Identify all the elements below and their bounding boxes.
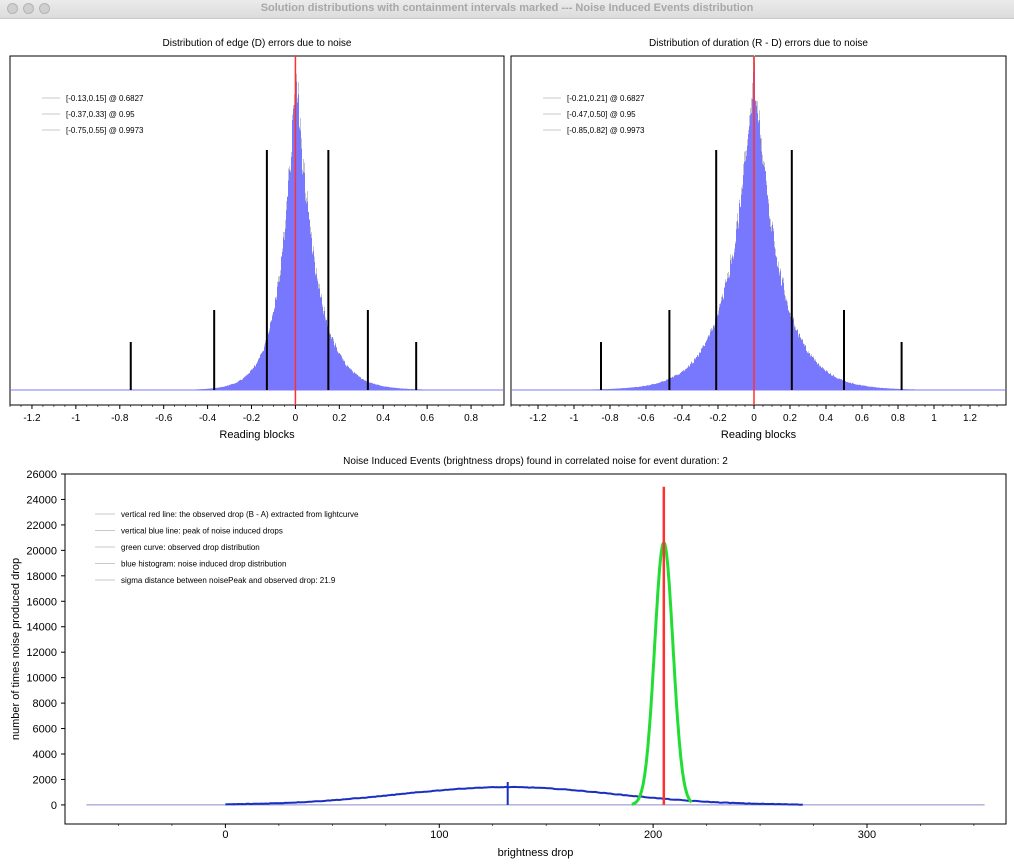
histogram-bars xyxy=(194,67,424,390)
legend-entry: [-0.37,0.33] @ 0.95 xyxy=(66,110,135,119)
x-tick-label: 100 xyxy=(430,829,448,841)
legend-entry: [-0.13,0.15] @ 0.6827 xyxy=(66,94,144,103)
chart-3: Noise Induced Events (brightness drops) … xyxy=(10,456,1007,859)
legend-entry: green curve: observed drop distribution xyxy=(121,543,260,552)
x-tick-label: 0.8 xyxy=(891,413,905,424)
x-tick-label: -0.2 xyxy=(243,413,261,424)
x-tick-label: 0.4 xyxy=(376,413,390,424)
observed-drop-curve xyxy=(631,540,693,806)
window-title: Solution distributions with containment … xyxy=(260,2,754,14)
x-tick-label: -0.4 xyxy=(199,413,217,424)
plot-frame xyxy=(9,55,505,406)
x-tick-label: -0.8 xyxy=(111,413,129,424)
x-tick-label: -1.2 xyxy=(529,413,547,424)
x-tick-label: -1 xyxy=(570,413,579,424)
legend-entry: [-0.47,0.50] @ 0.95 xyxy=(567,110,636,119)
x-tick-label: 0.6 xyxy=(420,413,434,424)
window-titlebar: Solution distributions with containment … xyxy=(0,0,1014,19)
legend-entry: [-0.75,0.55] @ 0.9973 xyxy=(66,126,144,135)
y-tick-label: 0 xyxy=(51,800,57,812)
x-tick-label: 1 xyxy=(931,413,937,424)
x-axis-label: brightness drop xyxy=(498,847,574,859)
y-tick-label: 14000 xyxy=(26,622,57,634)
y-tick-label: 12000 xyxy=(26,647,57,659)
x-tick-label: -0.4 xyxy=(673,413,691,424)
legend-entry: [-0.85,0.82] @ 0.9973 xyxy=(567,126,645,135)
y-tick-label: 10000 xyxy=(26,673,57,685)
legend-entry: vertical red line: the observed drop (B … xyxy=(121,510,359,519)
chart-title: Distribution of duration (R - D) errors … xyxy=(649,38,868,49)
x-axis-label: Reading blocks xyxy=(219,429,295,441)
x-tick-label: -0.6 xyxy=(637,413,655,424)
x-axis-label: Reading blocks xyxy=(721,429,797,441)
minimize-window-button[interactable] xyxy=(23,3,34,14)
x-tick-label: -0.8 xyxy=(601,413,619,424)
y-tick-label: 2000 xyxy=(33,774,57,786)
x-tick-label: -1.2 xyxy=(23,413,41,424)
x-tick-label: 0.6 xyxy=(855,413,869,424)
y-tick-label: 16000 xyxy=(26,596,57,608)
x-tick-label: 0.8 xyxy=(464,413,478,424)
x-tick-label: -0.6 xyxy=(155,413,173,424)
plot-frame xyxy=(64,473,1007,825)
x-tick-label: 0.4 xyxy=(819,413,833,424)
x-tick-label: 200 xyxy=(644,829,662,841)
noise-drop-histogram xyxy=(225,785,803,806)
close-window-button[interactable] xyxy=(7,3,18,14)
x-tick-label: -0.2 xyxy=(709,413,727,424)
legend-entry: vertical blue line: peak of noise induce… xyxy=(121,527,283,536)
chart-title: Distribution of edge (D) errors due to n… xyxy=(163,38,352,49)
y-tick-label: 8000 xyxy=(33,698,57,710)
x-tick-label: 0 xyxy=(751,413,757,424)
legend-entry: sigma distance between noisePeak and obs… xyxy=(121,576,336,585)
y-tick-label: 22000 xyxy=(26,520,57,532)
x-tick-label: 300 xyxy=(858,829,876,841)
y-tick-label: 4000 xyxy=(33,749,57,761)
legend-entry: blue histogram: noise induced drop distr… xyxy=(121,560,286,569)
chart-title: Noise Induced Events (brightness drops) … xyxy=(343,456,728,467)
y-tick-label: 6000 xyxy=(33,724,57,736)
chart-2: Distribution of duration (R - D) errors … xyxy=(510,38,1007,441)
histogram-bars xyxy=(590,55,920,390)
x-tick-label: 0 xyxy=(222,829,228,841)
chart-1: Distribution of edge (D) errors due to n… xyxy=(9,38,505,441)
y-tick-label: 24000 xyxy=(26,494,57,506)
x-tick-label: 1.2 xyxy=(963,413,977,424)
x-tick-label: 0 xyxy=(293,413,299,424)
y-axis-label: number of times noise produced drop xyxy=(10,558,22,740)
x-tick-label: -1 xyxy=(71,413,80,424)
legend-entry: [-0.21,0.21] @ 0.6827 xyxy=(567,94,645,103)
zoom-window-button[interactable] xyxy=(39,3,50,14)
x-tick-label: 0.2 xyxy=(332,413,346,424)
y-tick-label: 18000 xyxy=(26,571,57,583)
y-tick-label: 26000 xyxy=(26,469,57,481)
x-tick-label: 0.2 xyxy=(783,413,797,424)
y-tick-label: 20000 xyxy=(26,545,57,557)
